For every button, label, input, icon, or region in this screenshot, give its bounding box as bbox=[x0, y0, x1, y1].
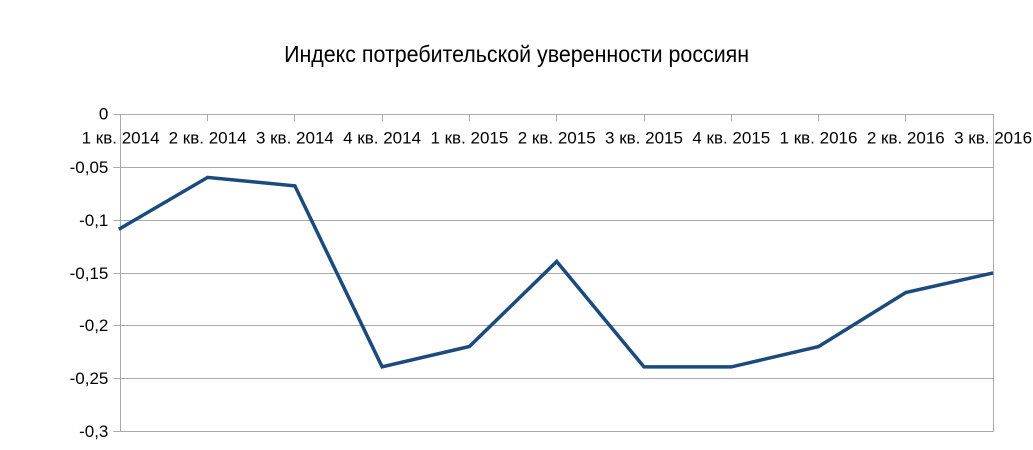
svg-text:1 кв. 2015: 1 кв. 2015 bbox=[430, 128, 508, 147]
svg-text:-0,25: -0,25 bbox=[70, 369, 109, 388]
svg-text:-0,05: -0,05 bbox=[70, 158, 109, 177]
svg-text:0: 0 bbox=[99, 105, 108, 124]
svg-text:-0,15: -0,15 bbox=[70, 264, 109, 283]
svg-text:1 кв. 2016: 1 кв. 2016 bbox=[780, 128, 858, 147]
svg-text:4 кв. 2015: 4 кв. 2015 bbox=[692, 128, 770, 147]
svg-text:2 кв. 2016: 2 кв. 2016 bbox=[867, 128, 945, 147]
svg-text:4 кв. 2014: 4 кв. 2014 bbox=[343, 128, 421, 147]
svg-text:3 кв. 2014: 3 кв. 2014 bbox=[256, 128, 334, 147]
svg-text:3 кв. 2016: 3 кв. 2016 bbox=[954, 128, 1032, 147]
svg-text:2 кв. 2014: 2 кв. 2014 bbox=[169, 128, 247, 147]
svg-text:-0,1: -0,1 bbox=[79, 211, 108, 230]
svg-text:1 кв. 2014: 1 кв. 2014 bbox=[82, 128, 160, 147]
svg-text:-0,2: -0,2 bbox=[79, 316, 108, 335]
svg-text:2 кв. 2015: 2 кв. 2015 bbox=[518, 128, 596, 147]
svg-text:3 кв. 2015: 3 кв. 2015 bbox=[605, 128, 683, 147]
svg-text:Индекс потребительской уверенн: Индекс потребительской уверенности росси… bbox=[284, 41, 749, 67]
svg-text:-0,3: -0,3 bbox=[79, 422, 108, 441]
